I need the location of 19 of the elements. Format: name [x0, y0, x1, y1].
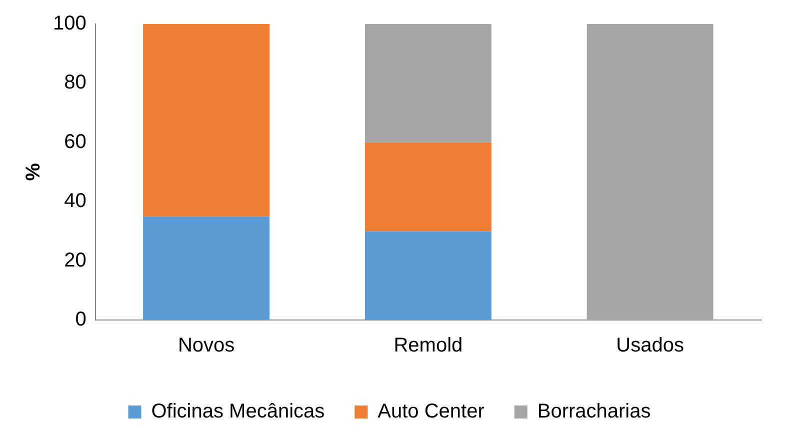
y-tick-label: 0: [75, 308, 86, 331]
bar: [586, 24, 714, 320]
bar: [364, 231, 492, 320]
bar: [143, 216, 270, 320]
bar: [364, 142, 492, 232]
bar: [143, 24, 270, 216]
y-axis-title: %: [22, 162, 45, 181]
y-tick-label: 100: [52, 12, 86, 35]
x-tick-label: Remold: [394, 334, 463, 357]
x-tick-label: Usados: [616, 334, 684, 357]
y-tick-label: 20: [64, 249, 86, 272]
y-tick-label: 80: [64, 72, 86, 94]
legend-label: Borracharias: [537, 400, 651, 423]
y-tick-label: 40: [64, 190, 86, 212]
x-tick-label: Novos: [178, 334, 235, 357]
legend-label: Auto Center: [378, 400, 485, 423]
y-tick-label: 60: [64, 130, 86, 153]
legend-label: Oficinas Mecânicas: [151, 400, 325, 423]
bar: [364, 24, 492, 142]
